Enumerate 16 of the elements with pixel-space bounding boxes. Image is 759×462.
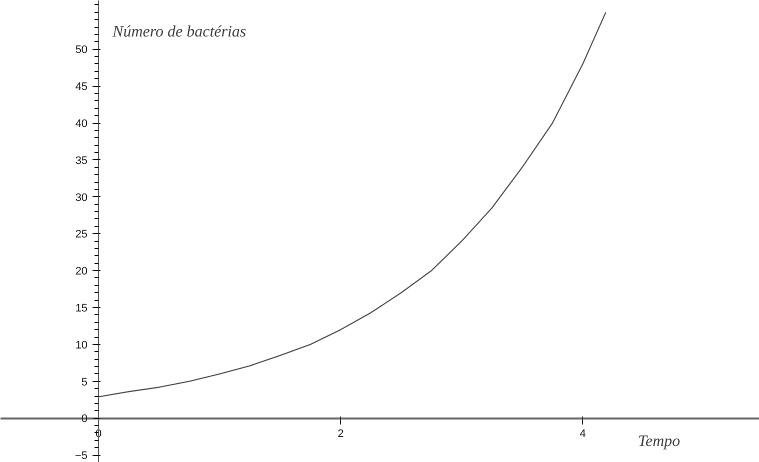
y-axis-title: Número de bactérias xyxy=(112,24,246,40)
x-axis-title: Tempo xyxy=(638,433,680,450)
y-tick-label: −5 xyxy=(75,450,88,462)
y-tick-label: 50 xyxy=(75,44,88,56)
y-tick-label: 20 xyxy=(75,266,88,278)
x-tick-label: 2 xyxy=(338,428,344,440)
y-tick-label: 25 xyxy=(75,228,88,241)
y-tick-label: 15 xyxy=(75,302,88,315)
y-tick-label: 30 xyxy=(75,192,88,204)
x-tick-label: 4 xyxy=(580,428,586,440)
y-tick-label: 40 xyxy=(75,118,88,130)
y-tick-label: 45 xyxy=(75,81,88,94)
y-tick-label: 5 xyxy=(81,376,88,388)
y-tick-label: 35 xyxy=(75,154,88,167)
line-series xyxy=(98,12,606,398)
y-tick-label: 10 xyxy=(75,339,88,352)
